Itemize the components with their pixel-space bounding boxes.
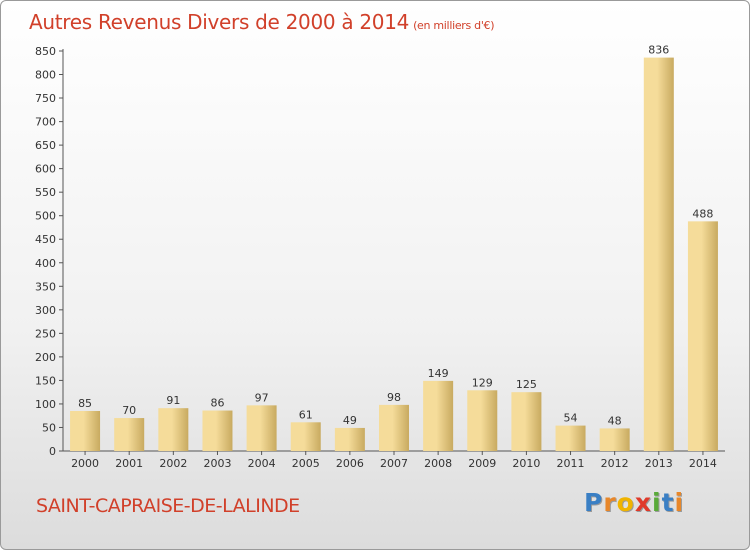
bar <box>70 411 101 451</box>
y-tick-label: 0 <box>49 445 56 458</box>
y-tick-label: 150 <box>35 374 56 387</box>
y-tick-label: 500 <box>35 210 56 223</box>
bar <box>246 405 277 451</box>
bar <box>599 428 630 451</box>
bar <box>114 418 145 451</box>
logo-letter: i <box>652 488 662 517</box>
y-tick-label: 550 <box>35 186 56 199</box>
x-tick-label: 2001 <box>115 457 143 470</box>
y-tick-label: 100 <box>35 398 56 411</box>
y-tick-label: 750 <box>35 92 56 105</box>
bar-value-label: 61 <box>299 408 313 421</box>
bar-value-label: 49 <box>343 414 357 427</box>
x-tick-label: 2002 <box>159 457 187 470</box>
x-tick-label: 2009 <box>468 457 496 470</box>
x-tick-label: 2012 <box>601 457 629 470</box>
bar-value-label: 70 <box>122 404 136 417</box>
x-tick-label: 2007 <box>380 457 408 470</box>
logo-letter: x <box>634 488 652 517</box>
logo-letter: o <box>616 488 635 517</box>
x-tick-label: 2013 <box>645 457 673 470</box>
logo-letter: t <box>661 488 675 517</box>
place-name: SAINT-CAPRAISE-DE-LALINDE <box>36 495 300 517</box>
bar <box>511 392 542 451</box>
y-tick-label: 350 <box>35 280 56 293</box>
bar-value-label: 129 <box>472 376 493 389</box>
y-tick-label: 800 <box>35 69 56 82</box>
x-tick-label: 2003 <box>203 457 231 470</box>
y-tick-label: 650 <box>35 139 56 152</box>
proxiti-logo: Proxiti <box>584 488 684 517</box>
bar-value-label: 97 <box>255 391 269 404</box>
logo-letter: P <box>584 488 604 517</box>
x-tick-label: 2008 <box>424 457 452 470</box>
bar-value-label: 54 <box>564 412 578 425</box>
bar-value-label: 98 <box>387 391 401 404</box>
y-tick-label: 850 <box>35 45 56 58</box>
x-tick-label: 2006 <box>336 457 364 470</box>
bar <box>687 221 718 451</box>
bar-value-label: 91 <box>166 394 180 407</box>
y-tick-label: 700 <box>35 116 56 129</box>
x-tick-label: 2004 <box>248 457 276 470</box>
bar <box>643 57 674 452</box>
bar <box>467 390 498 451</box>
bar-value-label: 836 <box>648 44 669 57</box>
bar <box>202 410 233 451</box>
bar-value-label: 86 <box>210 397 224 410</box>
x-tick-label: 2010 <box>512 457 540 470</box>
bar-value-label: 125 <box>516 378 537 391</box>
y-tick-label: 600 <box>35 163 56 176</box>
chart-title: Autres Revenus Divers de 2000 à 2014 (en … <box>29 10 495 34</box>
x-tick-label: 2005 <box>292 457 320 470</box>
bar <box>290 422 321 451</box>
y-tick-label: 200 <box>35 351 56 364</box>
logo-letter: r <box>603 488 617 517</box>
bar <box>423 380 454 451</box>
y-tick-label: 300 <box>35 304 56 317</box>
x-tick-label: 2000 <box>71 457 99 470</box>
bar <box>555 425 586 451</box>
bar <box>379 404 409 451</box>
x-tick-label: 2014 <box>689 457 717 470</box>
bar-value-label: 85 <box>78 397 92 410</box>
y-tick-label: 400 <box>35 257 56 270</box>
y-tick-label: 450 <box>35 233 56 246</box>
bar-value-label: 488 <box>692 207 713 220</box>
y-tick-label: 250 <box>35 327 56 340</box>
bar-value-label: 149 <box>428 367 449 380</box>
chart-title-unit: (en milliers d'€) <box>413 19 495 32</box>
logo-letter: i <box>674 488 685 517</box>
bar <box>334 427 365 451</box>
chart-title-text: Autres Revenus Divers de 2000 à 2014 <box>29 10 410 34</box>
x-tick-label: 2011 <box>557 457 585 470</box>
y-tick-label: 50 <box>42 421 56 434</box>
bar <box>158 408 189 451</box>
bar-value-label: 48 <box>608 414 622 427</box>
